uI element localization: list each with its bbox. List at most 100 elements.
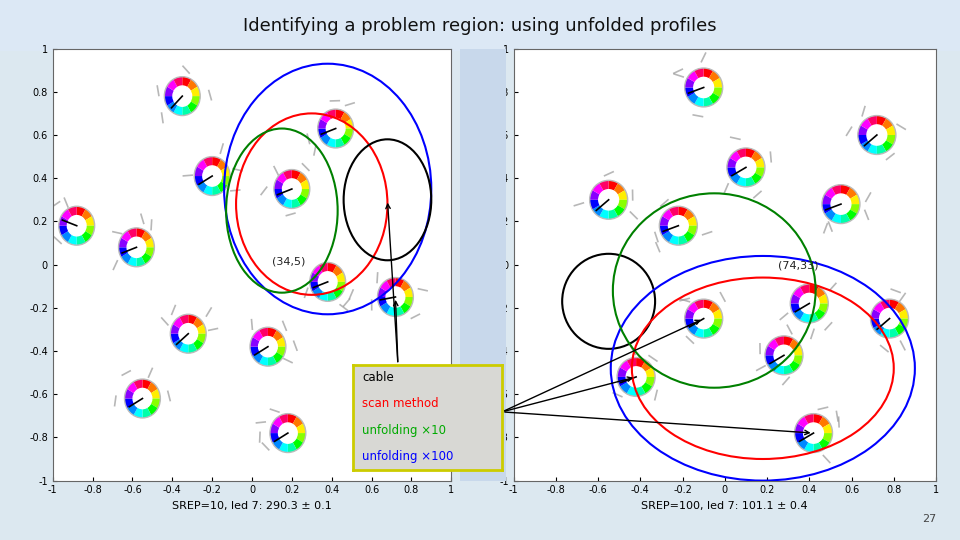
Wedge shape: [125, 389, 142, 399]
Wedge shape: [599, 180, 609, 200]
Wedge shape: [142, 389, 160, 399]
Wedge shape: [270, 433, 288, 443]
Wedge shape: [609, 200, 618, 219]
Text: 10: 10: [176, 91, 189, 101]
Wedge shape: [880, 319, 890, 338]
Wedge shape: [188, 324, 206, 334]
Wedge shape: [279, 414, 288, 433]
Wedge shape: [61, 209, 77, 226]
Wedge shape: [890, 319, 908, 328]
Wedge shape: [327, 282, 344, 299]
Circle shape: [133, 388, 152, 409]
Wedge shape: [174, 96, 182, 116]
Wedge shape: [396, 297, 414, 307]
Text: unfolding ×10: unfolding ×10: [362, 424, 446, 437]
Wedge shape: [704, 299, 713, 319]
Wedge shape: [809, 303, 828, 313]
Wedge shape: [809, 303, 826, 320]
Wedge shape: [310, 282, 327, 292]
Text: cable: cable: [362, 371, 394, 384]
Wedge shape: [858, 125, 876, 135]
Wedge shape: [636, 377, 653, 394]
Wedge shape: [396, 297, 411, 314]
Wedge shape: [804, 433, 813, 453]
Wedge shape: [679, 226, 687, 245]
Wedge shape: [694, 68, 704, 87]
Wedge shape: [310, 272, 327, 282]
Wedge shape: [276, 172, 292, 189]
Wedge shape: [396, 297, 404, 316]
Wedge shape: [292, 170, 300, 189]
Wedge shape: [380, 297, 396, 314]
Wedge shape: [164, 86, 182, 96]
Text: 5: 5: [700, 314, 708, 323]
Wedge shape: [396, 280, 411, 297]
Wedge shape: [793, 303, 809, 320]
Text: 9: 9: [886, 314, 893, 323]
Wedge shape: [860, 118, 876, 135]
Wedge shape: [704, 68, 713, 87]
Wedge shape: [858, 135, 876, 145]
Wedge shape: [704, 78, 723, 87]
Wedge shape: [609, 180, 618, 200]
Wedge shape: [197, 159, 212, 176]
Wedge shape: [212, 166, 230, 176]
Wedge shape: [767, 355, 784, 372]
Circle shape: [203, 166, 222, 186]
Wedge shape: [592, 200, 609, 217]
Wedge shape: [704, 319, 723, 328]
Circle shape: [258, 336, 277, 357]
Wedge shape: [182, 79, 198, 96]
Wedge shape: [813, 416, 830, 433]
Wedge shape: [679, 209, 695, 226]
Wedge shape: [127, 399, 142, 415]
Wedge shape: [164, 96, 182, 106]
Wedge shape: [142, 399, 152, 418]
Wedge shape: [318, 129, 336, 138]
Wedge shape: [188, 334, 206, 343]
Wedge shape: [288, 414, 297, 433]
Wedge shape: [813, 433, 823, 453]
Wedge shape: [704, 309, 723, 319]
Wedge shape: [687, 87, 704, 104]
Wedge shape: [589, 190, 609, 200]
Text: 2: 2: [185, 329, 192, 339]
Wedge shape: [694, 299, 704, 319]
Wedge shape: [327, 265, 344, 282]
Wedge shape: [136, 247, 155, 257]
Wedge shape: [880, 299, 890, 319]
Circle shape: [173, 86, 192, 106]
Text: 10: 10: [806, 428, 820, 438]
Wedge shape: [125, 399, 142, 408]
Circle shape: [599, 190, 618, 210]
Wedge shape: [661, 209, 679, 226]
Wedge shape: [212, 176, 221, 195]
Wedge shape: [77, 226, 85, 245]
Wedge shape: [319, 282, 327, 301]
Wedge shape: [609, 190, 628, 200]
Wedge shape: [831, 204, 841, 224]
Circle shape: [736, 157, 756, 178]
Wedge shape: [128, 247, 136, 267]
Wedge shape: [259, 327, 268, 347]
Text: 3: 3: [133, 242, 140, 252]
Wedge shape: [268, 347, 286, 356]
Wedge shape: [809, 303, 819, 323]
Wedge shape: [136, 238, 155, 247]
Wedge shape: [136, 247, 145, 267]
Wedge shape: [687, 319, 704, 335]
Text: 4: 4: [208, 171, 216, 181]
Wedge shape: [396, 278, 404, 297]
Wedge shape: [336, 129, 351, 145]
Text: 8: 8: [139, 394, 146, 403]
Wedge shape: [336, 112, 351, 129]
Wedge shape: [679, 206, 687, 226]
Wedge shape: [813, 423, 832, 433]
Circle shape: [694, 308, 713, 329]
Wedge shape: [59, 216, 77, 226]
Wedge shape: [274, 189, 292, 199]
Text: (34,5): (34,5): [272, 256, 305, 267]
Wedge shape: [336, 129, 353, 138]
Text: 7: 7: [700, 83, 708, 92]
Circle shape: [326, 118, 345, 139]
